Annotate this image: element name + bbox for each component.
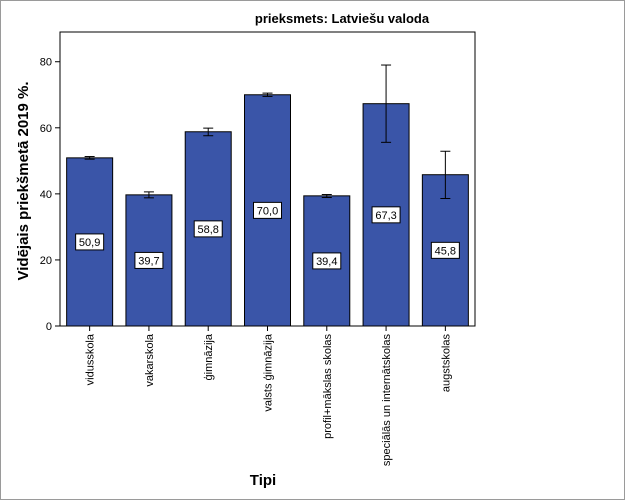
y-tick-label: 0	[46, 321, 52, 333]
y-tick-label: 40	[40, 189, 52, 201]
data-labels: 50,9 39,7 58,8 70,0 39,4 67,3 45,8	[75, 201, 460, 270]
data-label-box	[75, 233, 105, 251]
data-label: 39,4	[316, 256, 337, 268]
data-label: 67,3	[375, 210, 396, 222]
y-tick-label: 20	[40, 255, 52, 267]
y-tick-label: 80	[40, 57, 52, 69]
x-tick-label: augstskolas	[440, 334, 452, 393]
x-tick-label: vakarskola	[144, 333, 156, 386]
data-label: 45,8	[435, 245, 456, 257]
x-tick-label: ģimnāzija	[202, 333, 215, 380]
chart-title: prieksmets: Latviešu valoda	[255, 11, 430, 26]
y-tick-label: 60	[40, 123, 52, 135]
data-label-box	[253, 201, 282, 219]
x-tick-label: speciālās un internātskolas	[381, 334, 393, 467]
bars	[66, 94, 469, 327]
x-tick-label: valsts ģimnāzija	[262, 333, 275, 412]
data-label: 58,8	[198, 224, 219, 236]
data-label-box	[371, 206, 401, 224]
y-axis: 0 20 40 60 80	[40, 57, 60, 333]
x-axis: vidusskola vakarskola ģimnāzija valsts ģimn…	[85, 326, 452, 467]
error-bars	[84, 64, 451, 199]
data-label-box	[312, 252, 342, 270]
x-tick-label: vidusskola	[85, 333, 97, 385]
x-tick-label: profil+mākslas skolas	[322, 334, 334, 439]
data-label-box	[193, 220, 223, 238]
y-axis-label: Vidējais priekšmetā 2019 %.	[15, 81, 32, 280]
data-label: 50,9	[79, 237, 100, 249]
x-axis-label: Tipi	[250, 472, 276, 489]
data-label: 39,7	[138, 255, 159, 267]
data-label: 70,0	[257, 205, 278, 217]
data-label-box	[430, 241, 460, 259]
data-label-box	[134, 251, 164, 269]
